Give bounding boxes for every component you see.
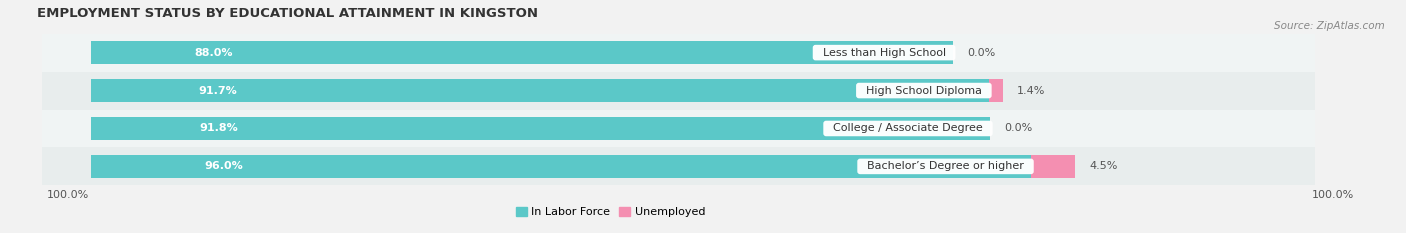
Text: College / Associate Degree: College / Associate Degree bbox=[827, 123, 990, 134]
Text: Source: ZipAtlas.com: Source: ZipAtlas.com bbox=[1274, 21, 1385, 31]
Text: 1.4%: 1.4% bbox=[1018, 86, 1046, 96]
Text: EMPLOYMENT STATUS BY EDUCATIONAL ATTAINMENT IN KINGSTON: EMPLOYMENT STATUS BY EDUCATIONAL ATTAINM… bbox=[37, 7, 538, 20]
Text: Less than High School: Less than High School bbox=[815, 48, 953, 58]
Text: 100.0%: 100.0% bbox=[46, 190, 90, 200]
Text: 88.0%: 88.0% bbox=[194, 48, 233, 58]
Bar bbox=[91, 155, 1031, 178]
Bar bbox=[42, 72, 1315, 110]
Text: 91.8%: 91.8% bbox=[200, 123, 238, 134]
Bar bbox=[91, 79, 988, 102]
Text: 96.0%: 96.0% bbox=[204, 161, 243, 171]
Text: 91.7%: 91.7% bbox=[198, 86, 238, 96]
Bar bbox=[1031, 155, 1076, 178]
Bar bbox=[988, 79, 1002, 102]
Bar bbox=[91, 117, 990, 140]
Text: 0.0%: 0.0% bbox=[967, 48, 995, 58]
Legend: In Labor Force, Unemployed: In Labor Force, Unemployed bbox=[512, 202, 710, 221]
Bar bbox=[42, 147, 1315, 185]
Bar bbox=[42, 34, 1315, 72]
Text: 0.0%: 0.0% bbox=[1004, 123, 1033, 134]
Text: 100.0%: 100.0% bbox=[1312, 190, 1354, 200]
Bar bbox=[91, 41, 953, 64]
Text: Bachelor’s Degree or higher: Bachelor’s Degree or higher bbox=[860, 161, 1031, 171]
Text: 4.5%: 4.5% bbox=[1090, 161, 1118, 171]
Text: High School Diploma: High School Diploma bbox=[859, 86, 988, 96]
Bar bbox=[42, 110, 1315, 147]
